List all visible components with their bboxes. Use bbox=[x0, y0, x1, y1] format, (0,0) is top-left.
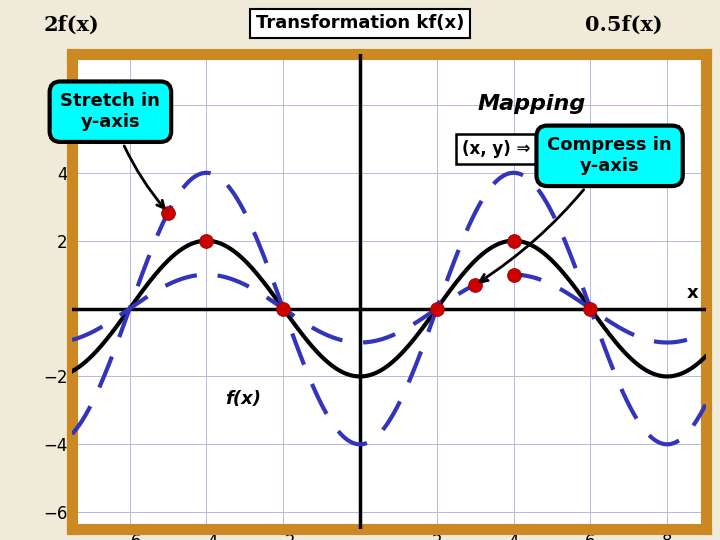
Text: 0.5f(x): 0.5f(x) bbox=[585, 14, 662, 35]
Point bbox=[585, 304, 596, 313]
Text: x: x bbox=[686, 285, 698, 302]
Text: Compress in
y-axis: Compress in y-axis bbox=[480, 137, 672, 281]
Text: f(x): f(x) bbox=[225, 390, 261, 408]
Text: 2f(x): 2f(x) bbox=[43, 14, 99, 35]
Text: Stretch in
y-axis: Stretch in y-axis bbox=[60, 92, 164, 208]
Point bbox=[431, 304, 443, 313]
Text: Transformation kf(x): Transformation kf(x) bbox=[256, 14, 464, 32]
Point bbox=[508, 271, 519, 279]
Point bbox=[508, 237, 519, 245]
Point bbox=[201, 237, 212, 245]
Text: Mapping: Mapping bbox=[477, 94, 585, 114]
Point bbox=[162, 208, 174, 217]
Point bbox=[469, 280, 481, 289]
Text: (x, y) ⇒ (x , ky): (x, y) ⇒ (x , ky) bbox=[462, 140, 601, 158]
Point bbox=[277, 304, 289, 313]
